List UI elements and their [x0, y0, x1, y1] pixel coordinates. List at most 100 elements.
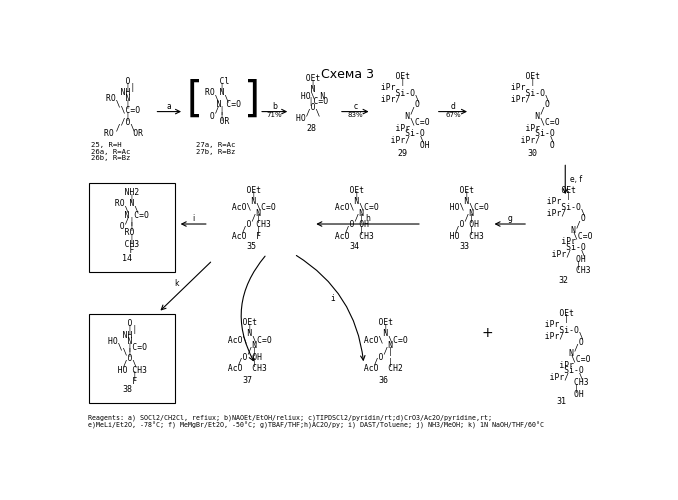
Text: /  |: / |: [440, 226, 489, 235]
Text: 25, R=H: 25, R=H: [91, 142, 121, 148]
Text: iPr/  \: iPr/ \: [376, 135, 429, 144]
Text: \ |C=O: \ |C=O: [108, 342, 147, 351]
Text: N C=O: N C=O: [203, 100, 241, 109]
Text: /|: /|: [205, 106, 239, 115]
Text: iPr/   \: iPr/ \: [506, 94, 559, 104]
Text: h: h: [365, 214, 370, 223]
Text: OEt: OEt: [537, 186, 591, 194]
Text: O CH3: O CH3: [227, 220, 276, 229]
Text: 34: 34: [349, 242, 359, 252]
Text: /  |: / |: [330, 226, 379, 235]
Text: |: |: [106, 112, 140, 120]
Text: b: b: [272, 102, 277, 110]
Text: O: O: [296, 102, 325, 112]
Text: |: |: [223, 324, 272, 332]
Text: /: /: [537, 220, 591, 229]
Text: RO    OR: RO OR: [104, 129, 143, 138]
Text: /|: /|: [227, 214, 276, 224]
Text: OEt: OEt: [227, 186, 276, 194]
Text: OEt: OEt: [330, 186, 379, 194]
Text: O |: O |: [111, 222, 144, 232]
Text: Si-O: Si-O: [506, 130, 559, 138]
Text: iPr: iPr: [376, 83, 429, 92]
Text: /: /: [534, 344, 589, 352]
Text: |: |: [534, 314, 589, 324]
Text: OEt: OEt: [359, 318, 407, 327]
Text: OR: OR: [205, 118, 239, 126]
Text: OEt: OEt: [534, 308, 589, 318]
Text: N: N: [227, 197, 276, 206]
Text: \C=O: \C=O: [106, 106, 140, 115]
Text: /  |: / |: [227, 226, 276, 235]
Text: Cl: Cl: [205, 77, 239, 86]
Text: 29: 29: [397, 150, 407, 158]
Text: RO: RO: [111, 228, 144, 237]
Text: g: g: [507, 214, 513, 223]
Text: |: |: [376, 78, 429, 86]
Text: HO\ N: HO\ N: [296, 91, 325, 100]
Text: 67%: 67%: [445, 112, 460, 118]
Text: N: N: [330, 208, 379, 218]
Text: iPr/   \: iPr/ \: [376, 94, 429, 104]
Text: d: d: [450, 102, 456, 110]
Text: O: O: [359, 352, 407, 362]
Text: |: |: [359, 324, 407, 332]
Text: [: [: [181, 79, 205, 121]
Text: NH: NH: [108, 331, 147, 340]
Text: 14: 14: [122, 254, 132, 263]
Text: RO  N: RO N: [106, 94, 140, 104]
Text: |: |: [534, 384, 589, 393]
Text: |C=O: |C=O: [294, 97, 328, 106]
Text: /|: /|: [359, 347, 407, 356]
Text: /  |: / |: [223, 358, 272, 368]
Text: 28: 28: [306, 124, 316, 133]
Text: N: N: [534, 349, 589, 358]
Text: 30: 30: [527, 150, 538, 158]
Text: Схема 3: Схема 3: [321, 68, 374, 80]
Text: |: |: [205, 82, 239, 92]
Text: OEt: OEt: [296, 74, 325, 83]
Text: /  |: / |: [359, 358, 407, 368]
Text: HO  N: HO N: [108, 337, 147, 346]
Text: O: O: [506, 100, 559, 110]
Text: RO N: RO N: [205, 88, 239, 98]
Text: e, f: e, f: [570, 175, 582, 184]
Text: AcO\ \C=O: AcO\ \C=O: [223, 336, 272, 344]
Text: N: N: [376, 112, 429, 121]
Text: N: N: [330, 197, 379, 206]
Text: AcO\ \C=O: AcO\ \C=O: [330, 203, 379, 212]
Text: /  \: / \: [106, 123, 140, 132]
Text: /|: /|: [440, 214, 489, 224]
Text: |: |: [330, 192, 379, 200]
Text: |: |: [440, 192, 489, 200]
Text: /|: /|: [223, 347, 272, 356]
Text: \ \: \ \: [205, 94, 239, 104]
Text: O: O: [108, 320, 147, 328]
Bar: [89, 183, 176, 272]
Text: \C=O: \C=O: [506, 118, 559, 126]
Text: 27b, R=Bz: 27b, R=Bz: [195, 148, 235, 154]
Text: OH: OH: [537, 255, 591, 264]
Text: 38: 38: [122, 385, 132, 394]
Text: \|: \|: [108, 348, 147, 358]
Text: N: N: [440, 197, 489, 206]
Text: AcO  CH2: AcO CH2: [359, 364, 407, 373]
Text: / \: / \: [296, 108, 325, 118]
Text: O: O: [376, 100, 429, 110]
Text: OH: OH: [534, 390, 589, 398]
Text: |: |: [111, 194, 144, 202]
Text: O: O: [506, 141, 559, 150]
Text: iPr/  \: iPr/ \: [534, 372, 589, 381]
Text: iPr: iPr: [537, 238, 591, 246]
Text: AcO  CH3: AcO CH3: [330, 232, 379, 240]
Text: NH: NH: [106, 88, 140, 98]
Text: |: |: [506, 78, 559, 86]
Text: Si-O: Si-O: [376, 89, 429, 98]
Text: /|: /|: [330, 214, 379, 224]
Text: iPr: iPr: [376, 124, 429, 132]
Text: |: |: [227, 192, 276, 200]
Text: O: O: [534, 338, 589, 346]
Text: / \: / \: [108, 360, 147, 369]
Text: O OH: O OH: [440, 220, 489, 229]
Text: NH2: NH2: [111, 188, 144, 197]
